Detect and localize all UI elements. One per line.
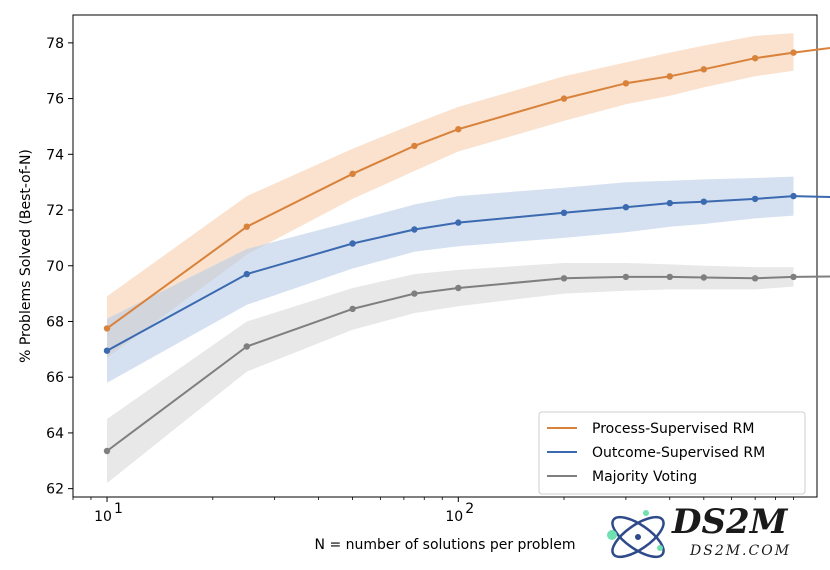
point-majority-voting xyxy=(560,275,568,282)
point-majority-voting xyxy=(411,290,418,297)
point-majority-voting xyxy=(455,284,462,292)
line-process-supervised-rm xyxy=(106,47,830,330)
point-outcome-supervised-rm xyxy=(666,199,673,207)
point-process-supervised-rm xyxy=(243,223,250,230)
point-process-supervised-rm xyxy=(349,170,356,177)
y-tick-label: 66 xyxy=(46,370,64,386)
watermark-title: DS2M xyxy=(671,502,789,542)
point-majority-voting xyxy=(700,274,707,281)
line-majority-voting xyxy=(106,275,830,452)
point-outcome-supervised-rm xyxy=(349,240,356,247)
y-tick-label: 74 xyxy=(46,147,64,163)
point-outcome-supervised-rm xyxy=(455,219,462,226)
legend: Process-Supervised RM Outcome-Supervised… xyxy=(538,411,806,495)
point-outcome-supervised-rm xyxy=(103,347,111,354)
point-process-supervised-rm xyxy=(666,73,673,80)
plot-frame xyxy=(72,14,818,498)
band-majority-voting xyxy=(107,263,794,484)
point-majority-voting xyxy=(790,273,797,281)
point-process-supervised-rm xyxy=(790,49,797,56)
point-process-supervised-rm xyxy=(622,80,630,87)
point-majority-voting xyxy=(666,273,673,281)
x-axis-label: N = number of solutions per problem xyxy=(315,537,576,553)
point-process-supervised-rm xyxy=(751,55,759,62)
y-tick-label: 70 xyxy=(46,259,64,275)
band-outcome-supervised-rm xyxy=(107,176,794,383)
x-tick-exponent: 1 xyxy=(114,501,123,517)
y-tick-label: 64 xyxy=(46,426,64,442)
ds2m-watermark: DS2M DS2M.COM xyxy=(607,502,791,559)
point-process-supervised-rm xyxy=(700,66,707,73)
point-outcome-supervised-rm xyxy=(700,198,707,205)
x-tick-label: 10 xyxy=(94,509,112,525)
y-tick-label: 78 xyxy=(46,36,64,52)
point-process-supervised-rm xyxy=(103,325,111,332)
watermark-subtitle: DS2M.COM xyxy=(689,543,791,559)
point-majority-voting xyxy=(349,305,356,313)
point-majority-voting xyxy=(243,343,250,350)
point-outcome-supervised-rm xyxy=(560,209,568,216)
y-tick-label: 72 xyxy=(46,203,64,219)
point-process-supervised-rm xyxy=(411,142,418,150)
x-axis-ticks: 10 1 10 2 xyxy=(72,497,794,525)
y-axis-ticks: 62 64 66 68 70 72 74 76 78 xyxy=(46,36,73,498)
y-tick-label: 76 xyxy=(46,92,64,108)
legend-box xyxy=(538,411,806,495)
point-majority-voting xyxy=(751,275,759,282)
point-outcome-supervised-rm xyxy=(751,195,759,203)
point-outcome-supervised-rm xyxy=(411,226,418,233)
x-tick-exponent: 2 xyxy=(465,501,474,517)
point-process-supervised-rm xyxy=(560,95,568,102)
point-process-supervised-rm xyxy=(455,126,462,133)
point-outcome-supervised-rm xyxy=(622,204,630,211)
y-tick-label: 62 xyxy=(46,482,64,498)
point-majority-voting xyxy=(103,447,111,455)
series-points xyxy=(103,49,797,455)
y-axis-label: % Problems Solved (Best-of-N) xyxy=(18,149,34,363)
x-tick-label: 10 xyxy=(445,509,463,525)
legend-label-majority: Majority Voting xyxy=(592,469,697,485)
line-outcome-supervised-rm xyxy=(106,195,830,352)
atom-logo-icon xyxy=(607,510,665,559)
point-outcome-supervised-rm xyxy=(790,192,797,200)
legend-label-process: Process-Supervised RM xyxy=(592,421,754,437)
point-outcome-supervised-rm xyxy=(243,270,250,278)
point-majority-voting xyxy=(622,273,630,281)
y-tick-label: 68 xyxy=(46,314,64,330)
series-lines xyxy=(106,47,830,452)
legend-label-outcome: Outcome-Supervised RM xyxy=(592,445,765,461)
